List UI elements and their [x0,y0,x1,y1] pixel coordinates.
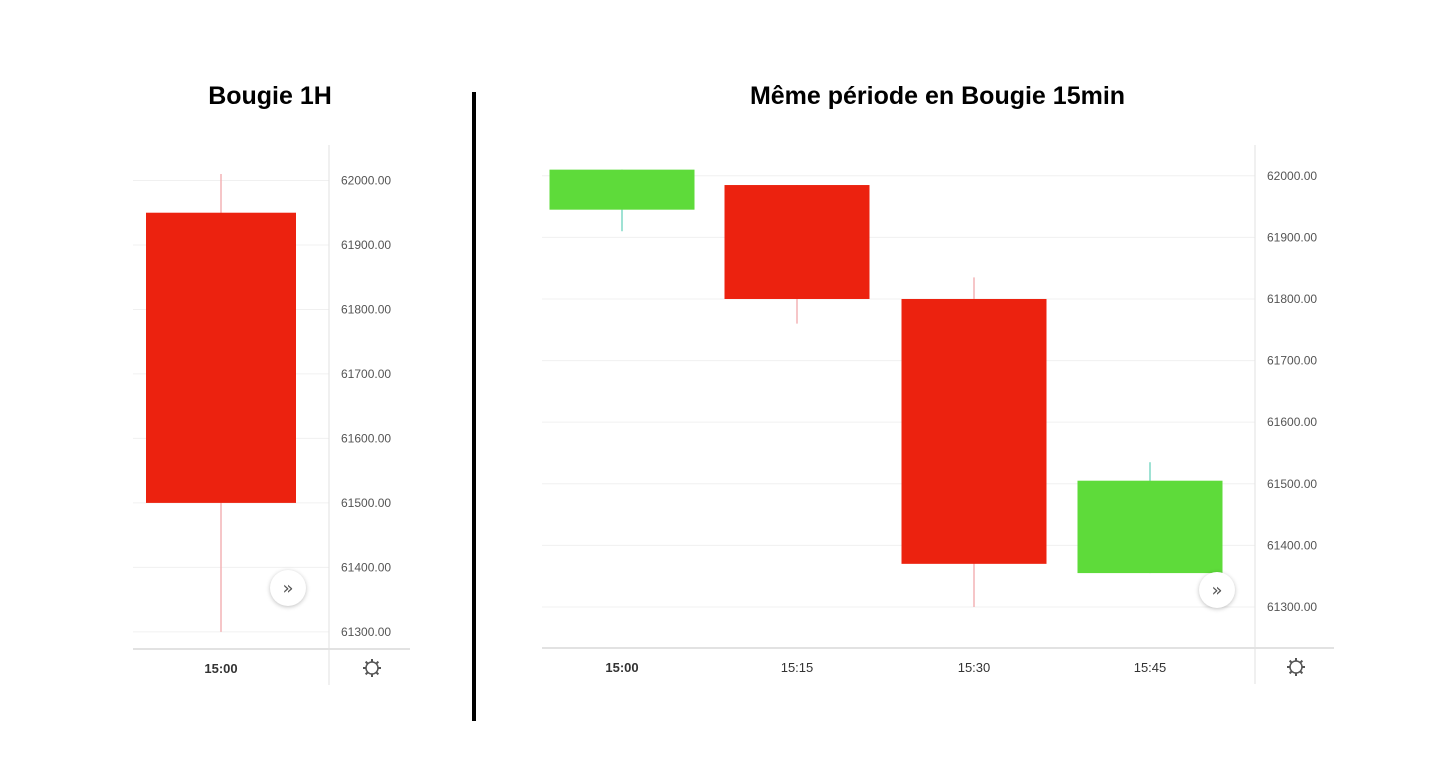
y-tick-label: 61400.00 [1267,538,1317,552]
scroll-right-button-left[interactable]: » [270,570,306,606]
y-tick-label: 61900.00 [341,238,391,252]
gear-ring [1289,660,1303,674]
candle-body-bearish [901,298,1047,564]
double-chevron-right-icon: » [1211,579,1223,601]
x-tick-label: 15:45 [1134,660,1167,675]
gear-ring [365,661,379,675]
chart-title-right: Même période en Bougie 15min [749,82,1126,110]
candle-body-bullish [549,169,695,210]
y-tick-label: 61500.00 [1267,477,1317,491]
gear-icon [363,659,381,677]
y-tick-label: 61400.00 [341,560,391,574]
x-tick-label: 15:15 [781,660,814,675]
chart-title-left: Bougie 1H [208,82,332,110]
separator-line [472,92,476,721]
candle-body-bearish [146,212,296,503]
y-tick-label: 62000.00 [341,173,391,187]
y-tick-label: 61900.00 [1267,230,1317,244]
y-tick-label: 61300.00 [341,625,391,639]
gear-icon [1287,658,1305,676]
x-tick-label: 15:00 [605,660,638,675]
y-tick-label: 61700.00 [1267,354,1317,368]
y-tick-label: 61700.00 [341,367,391,381]
y-tick-label: 61800.00 [341,302,391,316]
y-tick-label: 61500.00 [341,496,391,510]
scroll-right-button-right[interactable]: » [1199,572,1235,608]
y-tick-label: 61800.00 [1267,292,1317,306]
x-tick-label: 15:30 [958,660,991,675]
candle-body-bullish [1077,480,1223,574]
candle-body-bearish [724,185,870,299]
double-chevron-right-icon: » [282,577,294,599]
y-tick-label: 61300.00 [1267,600,1317,614]
y-tick-label: 62000.00 [1267,169,1317,183]
y-tick-label: 61600.00 [1267,415,1317,429]
y-tick-label: 61600.00 [341,431,391,445]
x-tick-label: 15:00 [204,661,237,676]
